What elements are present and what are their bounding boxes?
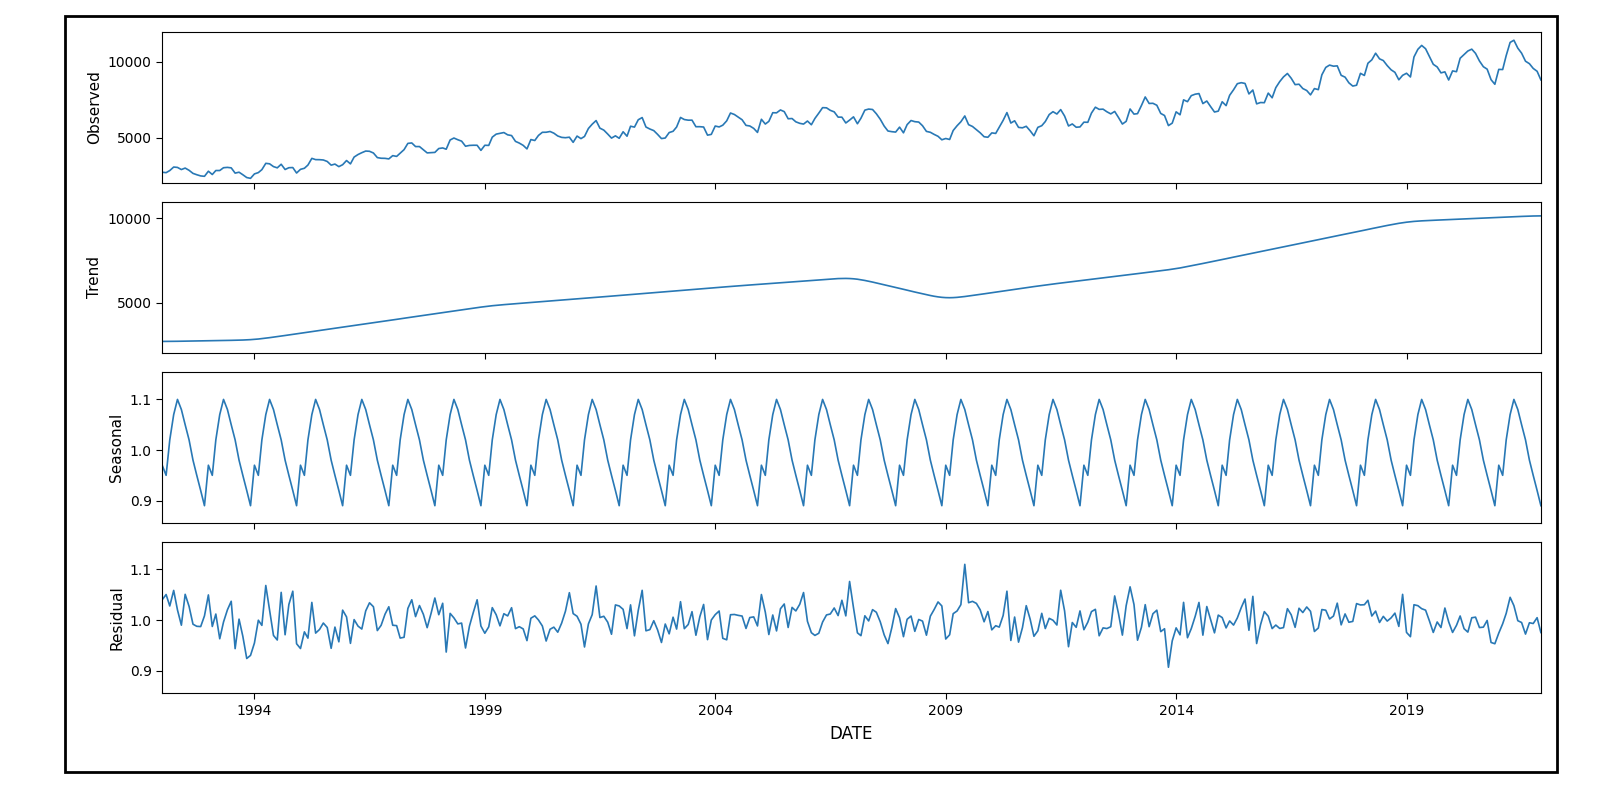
Y-axis label: Seasonal: Seasonal: [109, 413, 125, 482]
Y-axis label: Observed: Observed: [88, 70, 102, 144]
Y-axis label: Trend: Trend: [88, 256, 102, 299]
X-axis label: DATE: DATE: [830, 725, 873, 743]
Y-axis label: Residual: Residual: [109, 585, 125, 650]
